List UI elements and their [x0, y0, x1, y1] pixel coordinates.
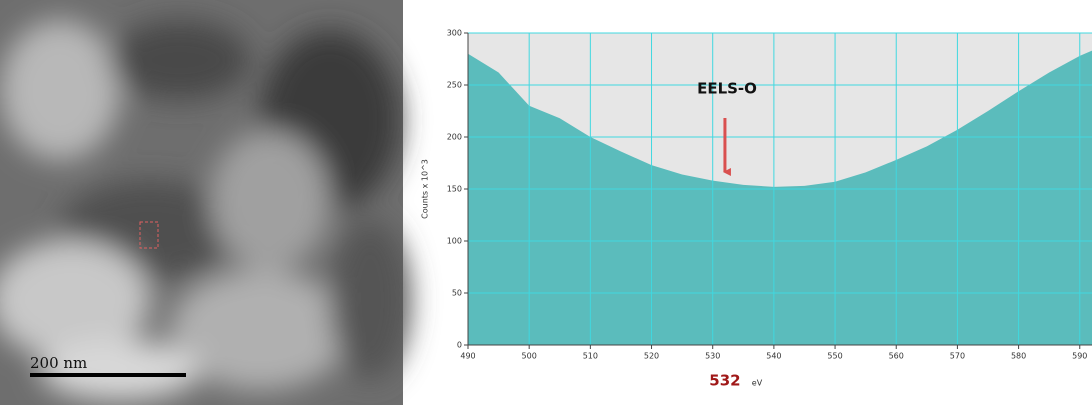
x-tick-label: 550: [827, 352, 842, 361]
page: 200 nm 0 50 100 150 200 250 300 490 500 510 520 530…: [0, 0, 1092, 405]
y-tick-label: 0: [457, 341, 462, 350]
highlight-label: 532: [709, 372, 740, 390]
x-tick-label: 510: [583, 352, 598, 361]
tem-image: 200 nm: [0, 0, 410, 405]
y-axis-label: Counts x 10^3: [421, 159, 430, 219]
x-tick-label: 570: [950, 352, 965, 361]
x-tick-label: 530: [705, 352, 720, 361]
y-tick-label: 100: [447, 237, 462, 246]
y-tick-label: 200: [447, 133, 462, 142]
x-tick-label: 580: [1011, 352, 1026, 361]
x-tick-label: 540: [766, 352, 781, 361]
y-tick-label: 300: [447, 29, 462, 38]
y-tick-label: 150: [447, 185, 462, 194]
scale-label: 200 nm: [30, 354, 87, 372]
y-tick-label: 250: [447, 81, 462, 90]
annotation: EELS-O: [697, 80, 757, 98]
x-tick-label: 500: [522, 352, 537, 361]
x-axis-label: eV: [752, 379, 763, 388]
y-tick-label: 50: [452, 289, 462, 298]
x-tick-label: 490: [460, 352, 475, 361]
x-tick-label: 560: [889, 352, 904, 361]
x-tick-label: 520: [644, 352, 659, 361]
chart: 0 50 100 150 200 250 300 490 500 510 520 530 540 550 5…: [421, 29, 1092, 390]
x-tick-label: 590: [1072, 352, 1087, 361]
